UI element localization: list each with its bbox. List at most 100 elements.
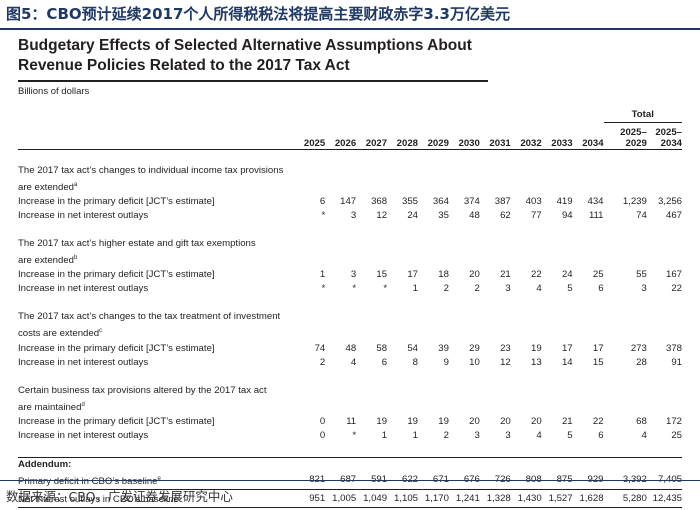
table-cell: 2 xyxy=(319,356,326,368)
column-header: 2025– 2029 xyxy=(603,122,647,150)
table-cell: 18 xyxy=(438,269,449,281)
table-cell: 3 xyxy=(350,269,357,281)
table-cell: 3 xyxy=(474,429,480,441)
table-cell: 368 xyxy=(371,196,388,208)
row-label: Increase in the primary deficit [JCT’s e… xyxy=(18,196,215,208)
table-row: Increase in net interest outlays * * * 1 2 2 3 4… xyxy=(18,282,682,296)
footnote-marker: d xyxy=(81,401,85,408)
table-cell: 25 xyxy=(671,429,682,441)
table-cell: 23 xyxy=(500,342,511,354)
table-cell: 1,170 xyxy=(418,489,449,509)
table-cell: 1 xyxy=(381,429,388,441)
table-cell: 6 xyxy=(319,196,326,208)
table-cell: 374 xyxy=(463,196,480,208)
table-cell: 35 xyxy=(438,210,449,222)
table-cell: 5 xyxy=(567,283,573,295)
figure-caption-bar: 图5：CBO预计延续2017个人所得税税法将提高主要财政赤字3.3万亿美元 xyxy=(0,0,700,30)
table-cell: 378 xyxy=(665,342,682,354)
section-heading-row: are extendeda xyxy=(18,178,682,195)
table-row: Increase in the primary deficit [JCT’s e… xyxy=(18,342,682,356)
table-cell: 9 xyxy=(443,356,449,368)
table-cell: 467 xyxy=(665,210,682,222)
table-cell: 29 xyxy=(469,342,480,354)
table-cell: 3 xyxy=(505,429,511,441)
table-cell: 273 xyxy=(630,342,647,354)
table-cell: 6 xyxy=(381,356,388,368)
table-cell: 1,049 xyxy=(356,489,388,509)
section-heading: Certain business tax provisions altered … xyxy=(18,384,267,396)
table-cell: 1 xyxy=(412,429,418,441)
table-cell: 39 xyxy=(438,342,449,354)
section-heading-row: The 2017 tax act’s higher estate and gif… xyxy=(18,237,682,251)
table-cell: 25 xyxy=(592,269,604,281)
table-cell: 403 xyxy=(525,196,542,208)
table-cell: 364 xyxy=(432,196,449,208)
table-cell: * xyxy=(321,210,326,222)
table-cell: 2 xyxy=(443,283,449,295)
table-cell: 19 xyxy=(376,415,388,427)
section-heading-row: costs are extendedc xyxy=(18,324,682,341)
column-header: 2031 xyxy=(479,122,511,150)
table-cell: 0 xyxy=(319,415,326,427)
table-cell: 0 xyxy=(319,429,326,441)
table-cell: * xyxy=(352,429,357,441)
table-cell: 111 xyxy=(588,210,604,222)
table-cell: 10 xyxy=(469,356,480,368)
table-cell: 3 xyxy=(641,283,647,295)
title-rule xyxy=(18,80,488,82)
section-heading-row: are extendedb xyxy=(18,251,682,268)
table-title-line-2: Revenue Policies Related to the 2017 Tax… xyxy=(18,57,350,74)
table-row: Increase in net interest outlays 0 * 1 1 2 3 3 4… xyxy=(18,429,682,443)
table-cell: 20 xyxy=(469,269,480,281)
column-header-row: 2025 2026 2027 2028 2029 2030 2031 2032 2033 2034… xyxy=(18,122,682,150)
column-header: 2033 xyxy=(541,122,573,150)
table-cell: 1,239 xyxy=(622,196,647,208)
section-heading-row: are maintainedd xyxy=(18,398,682,415)
table-cell: 12 xyxy=(376,210,388,222)
column-header: 2026 xyxy=(325,122,357,150)
table-cell: 62 xyxy=(500,210,511,222)
table-cell: * xyxy=(383,283,388,295)
table-cell: 77 xyxy=(531,210,542,222)
table-cell: 13 xyxy=(531,356,542,368)
table-cell: 21 xyxy=(500,269,511,281)
table-cell: 434 xyxy=(587,196,604,208)
section-heading: The 2017 tax act’s changes to the tax tr… xyxy=(18,311,281,323)
table-cell: 387 xyxy=(494,196,511,208)
row-label: Increase in the primary deficit [JCT’s e… xyxy=(18,269,215,281)
table-cell: 1,005 xyxy=(325,489,357,509)
table-cell: 172 xyxy=(665,415,682,427)
column-header: 2032 xyxy=(510,122,542,150)
table-row: Increase in the primary deficit [JCT’s e… xyxy=(18,195,682,209)
table-cell: 2 xyxy=(443,429,449,441)
table-cell: 5,280 xyxy=(603,489,647,509)
column-header: 2034 xyxy=(572,122,604,150)
section-heading-row: Certain business tax provisions altered … xyxy=(18,384,682,398)
section-spacer xyxy=(18,150,682,165)
table-cell: 24 xyxy=(561,269,573,281)
row-label: Increase in net interest outlays xyxy=(18,429,149,441)
table-cell: 12,435 xyxy=(646,489,682,509)
table-cell: 68 xyxy=(636,415,647,427)
section-heading: The 2017 tax act’s changes to individual… xyxy=(18,165,284,176)
table-cell: 54 xyxy=(407,342,418,354)
table-cell: 4 xyxy=(350,356,357,368)
row-label: Increase in net interest outlays xyxy=(18,356,149,368)
table-cell: 58 xyxy=(376,342,388,354)
table-cell: 355 xyxy=(401,196,418,208)
section-heading-row: The 2017 tax act’s changes to the tax tr… xyxy=(18,310,682,324)
unit-label: Billions of dollars xyxy=(18,86,90,97)
table-cell: 20 xyxy=(500,415,511,427)
table-row: Increase in net interest outlays * 3 12 24 35… xyxy=(18,209,682,223)
table-cell: 12 xyxy=(500,356,511,368)
table-cell: 17 xyxy=(592,342,604,354)
column-header: 2025– 2034 xyxy=(646,122,682,150)
section-heading-cont: costs are extended xyxy=(18,328,100,340)
footnote-marker: e xyxy=(157,475,161,482)
table-cell: 19 xyxy=(438,415,449,427)
table-row: Increase in net interest outlays 2 4 6 8 9 10 1… xyxy=(18,356,682,370)
addendum-heading-row: Addendum: xyxy=(18,456,682,472)
section-spacer xyxy=(18,296,682,310)
table-cell: 22 xyxy=(592,415,604,427)
table-cell: 15 xyxy=(592,356,604,368)
